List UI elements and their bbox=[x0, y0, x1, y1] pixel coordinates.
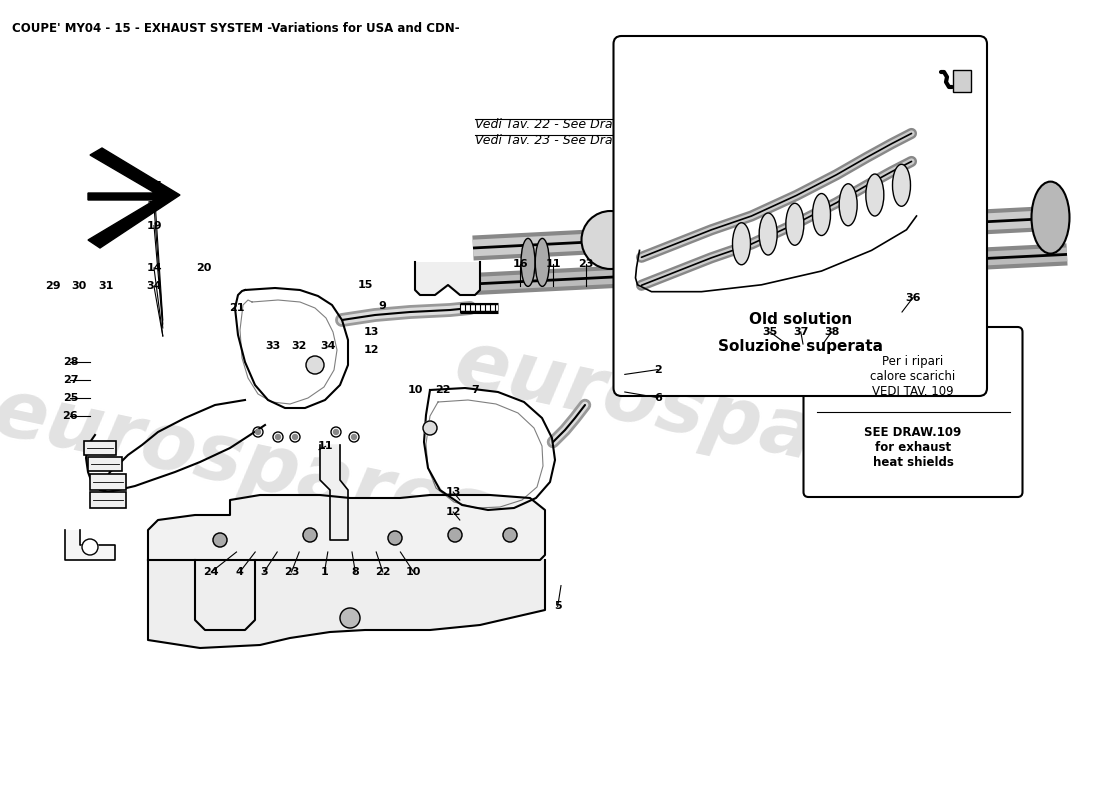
Text: 7: 7 bbox=[471, 385, 480, 394]
Text: 32: 32 bbox=[292, 341, 307, 350]
Circle shape bbox=[302, 528, 317, 542]
Text: Soluzione superata: Soluzione superata bbox=[717, 339, 882, 354]
Text: SEE DRAW.109
for exhaust
heat shields: SEE DRAW.109 for exhaust heat shields bbox=[865, 426, 961, 469]
Text: 22: 22 bbox=[436, 385, 451, 394]
FancyBboxPatch shape bbox=[90, 492, 126, 508]
Text: 29: 29 bbox=[45, 282, 60, 291]
Ellipse shape bbox=[910, 194, 971, 251]
Circle shape bbox=[275, 434, 280, 439]
Ellipse shape bbox=[1032, 182, 1069, 254]
FancyBboxPatch shape bbox=[88, 457, 122, 471]
Text: 18: 18 bbox=[146, 202, 162, 211]
Text: 14: 14 bbox=[146, 263, 162, 273]
FancyBboxPatch shape bbox=[953, 70, 971, 92]
Circle shape bbox=[424, 421, 437, 435]
Text: 34: 34 bbox=[320, 341, 336, 350]
Text: 38: 38 bbox=[824, 327, 839, 337]
Text: 23: 23 bbox=[579, 259, 594, 269]
Ellipse shape bbox=[866, 174, 883, 216]
FancyBboxPatch shape bbox=[614, 36, 987, 396]
Circle shape bbox=[213, 533, 227, 547]
Ellipse shape bbox=[733, 222, 750, 265]
Ellipse shape bbox=[839, 184, 857, 226]
Text: 20: 20 bbox=[196, 263, 211, 273]
Text: 21: 21 bbox=[229, 303, 244, 313]
Text: Vedi Tav. 22 - See Draw. 22: Vedi Tav. 22 - See Draw. 22 bbox=[475, 118, 646, 131]
Ellipse shape bbox=[706, 202, 763, 259]
Text: 28: 28 bbox=[63, 358, 78, 367]
Text: 4: 4 bbox=[235, 567, 244, 577]
Ellipse shape bbox=[759, 213, 778, 255]
Polygon shape bbox=[65, 530, 116, 560]
Text: 33: 33 bbox=[265, 341, 280, 350]
Ellipse shape bbox=[645, 206, 702, 264]
FancyBboxPatch shape bbox=[84, 441, 116, 455]
Circle shape bbox=[340, 608, 360, 628]
Circle shape bbox=[333, 430, 339, 434]
Text: 13: 13 bbox=[446, 487, 461, 497]
Ellipse shape bbox=[785, 203, 804, 246]
Text: 11: 11 bbox=[546, 259, 561, 269]
Text: 26: 26 bbox=[63, 411, 78, 421]
Ellipse shape bbox=[813, 194, 830, 235]
Text: 11: 11 bbox=[318, 442, 333, 451]
Text: 36: 36 bbox=[905, 293, 921, 302]
Circle shape bbox=[306, 356, 324, 374]
Polygon shape bbox=[320, 445, 348, 540]
Polygon shape bbox=[148, 495, 544, 560]
Text: Old solution: Old solution bbox=[749, 312, 851, 326]
Text: 35: 35 bbox=[762, 327, 778, 337]
FancyBboxPatch shape bbox=[803, 327, 1023, 497]
Polygon shape bbox=[148, 560, 544, 648]
Text: 15: 15 bbox=[358, 280, 373, 290]
Text: 10: 10 bbox=[408, 385, 424, 394]
Polygon shape bbox=[415, 262, 480, 295]
Text: Per i ripari
calore scarichi
VEDI TAV. 109: Per i ripari calore scarichi VEDI TAV. 1… bbox=[870, 355, 956, 398]
Text: 3: 3 bbox=[261, 567, 267, 577]
Ellipse shape bbox=[582, 211, 639, 269]
FancyBboxPatch shape bbox=[90, 474, 126, 490]
Circle shape bbox=[82, 539, 98, 555]
Ellipse shape bbox=[892, 164, 911, 206]
Text: Vedi Tav. 14: Vedi Tav. 14 bbox=[770, 104, 845, 117]
Text: 25: 25 bbox=[63, 394, 78, 403]
Text: Vedi Tav. 23 - See Draw. 23: Vedi Tav. 23 - See Draw. 23 bbox=[475, 134, 646, 147]
Text: 5: 5 bbox=[554, 602, 561, 611]
Circle shape bbox=[293, 434, 297, 439]
Text: 22: 22 bbox=[375, 567, 390, 577]
Text: eurospares: eurospares bbox=[447, 325, 961, 507]
Text: 10: 10 bbox=[406, 567, 421, 577]
Text: 12: 12 bbox=[446, 507, 461, 517]
Text: 2: 2 bbox=[653, 365, 662, 374]
Text: 19: 19 bbox=[146, 221, 162, 230]
Text: 23: 23 bbox=[284, 567, 299, 577]
Circle shape bbox=[503, 528, 517, 542]
Text: 12: 12 bbox=[364, 345, 380, 354]
Circle shape bbox=[255, 430, 261, 434]
Circle shape bbox=[352, 434, 356, 439]
Text: 16: 16 bbox=[513, 259, 528, 269]
Ellipse shape bbox=[836, 195, 902, 258]
Text: 31: 31 bbox=[98, 282, 113, 291]
Text: 34: 34 bbox=[146, 282, 162, 291]
Ellipse shape bbox=[521, 238, 535, 286]
Ellipse shape bbox=[536, 238, 549, 286]
Text: 9: 9 bbox=[378, 302, 387, 311]
Text: 1: 1 bbox=[320, 567, 329, 577]
Text: 8: 8 bbox=[351, 567, 360, 577]
Text: 27: 27 bbox=[63, 375, 78, 385]
Text: 17: 17 bbox=[146, 181, 162, 190]
Circle shape bbox=[388, 531, 401, 545]
Text: eurospares: eurospares bbox=[0, 373, 499, 555]
Text: 13: 13 bbox=[364, 327, 380, 337]
Text: 37: 37 bbox=[793, 327, 808, 337]
Text: COUPE' MY04 - 15 - EXHAUST SYSTEM -Variations for USA and CDN-: COUPE' MY04 - 15 - EXHAUST SYSTEM -Varia… bbox=[12, 22, 460, 35]
Text: See Draw. 14: See Draw. 14 bbox=[770, 120, 854, 133]
Text: 24: 24 bbox=[204, 567, 219, 577]
Polygon shape bbox=[88, 148, 180, 248]
Text: 30: 30 bbox=[72, 282, 87, 291]
Text: 6: 6 bbox=[653, 393, 662, 402]
Circle shape bbox=[448, 528, 462, 542]
